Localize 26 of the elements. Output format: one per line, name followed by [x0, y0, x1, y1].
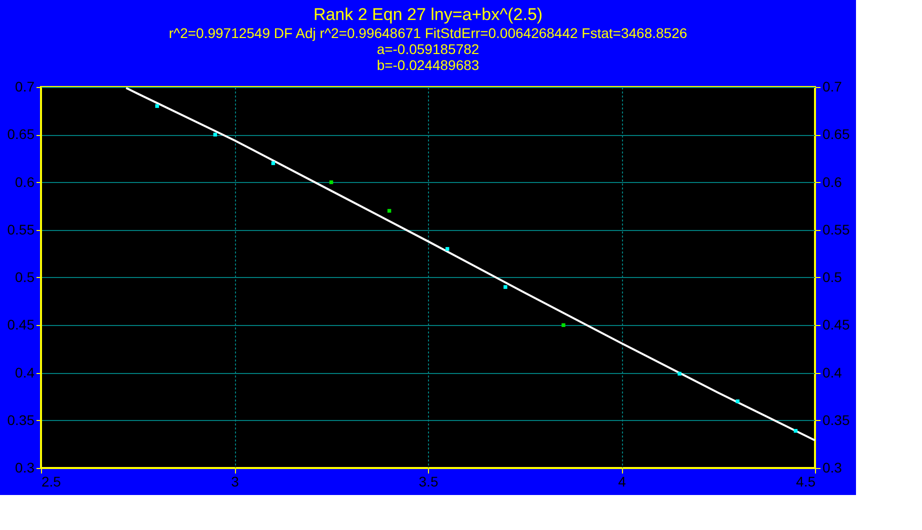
y2-tick-label: 0.55	[822, 221, 850, 238]
y-tick-label: 0.65	[7, 126, 35, 142]
y-tick-label: 0.55	[7, 221, 35, 238]
y2-tick-label: 0.7	[822, 78, 842, 94]
y2-tick-label: 0.35	[822, 412, 850, 428]
x-tick-label: 3	[231, 474, 240, 490]
y2-tick-label: 0.65	[822, 126, 850, 142]
y-tick-label: 0.4	[15, 364, 35, 380]
y-tick-label: 0.6	[15, 174, 35, 190]
x-tick-label: 2.5	[42, 474, 62, 490]
x-tick-label: 4.5	[796, 474, 816, 490]
x-tick-label: 4	[618, 474, 626, 490]
line-series	[125, 86, 816, 442]
chart-title: Rank 2 Eqn 27 lny=a+bx^(2.5)	[313, 5, 543, 24]
y-tick-label: 0.35	[7, 412, 35, 428]
y2-tick-label: 0.5	[822, 269, 842, 285]
y-tick-label: 0.5	[15, 269, 35, 285]
y-tick-label: 0.3	[15, 460, 35, 476]
x-tick-label: 3.5	[418, 474, 438, 490]
y2-tick-label: 0.6	[822, 174, 842, 190]
y2-tick-label: 0.45	[822, 316, 850, 333]
y2-tick-label: 0.3	[822, 460, 842, 476]
y-tick-label: 0.45	[7, 316, 35, 333]
y2-tick-label: 0.4	[822, 364, 842, 380]
y-tick-label: 0.7	[15, 78, 35, 94]
chart-subtitle: r^2=0.99712549 DF Adj r^2=0.99648671 FitStdErr=0.0064268442 Fstat=3468.8526 a=-0.059185782 b=-0.024489683	[168, 25, 688, 73]
